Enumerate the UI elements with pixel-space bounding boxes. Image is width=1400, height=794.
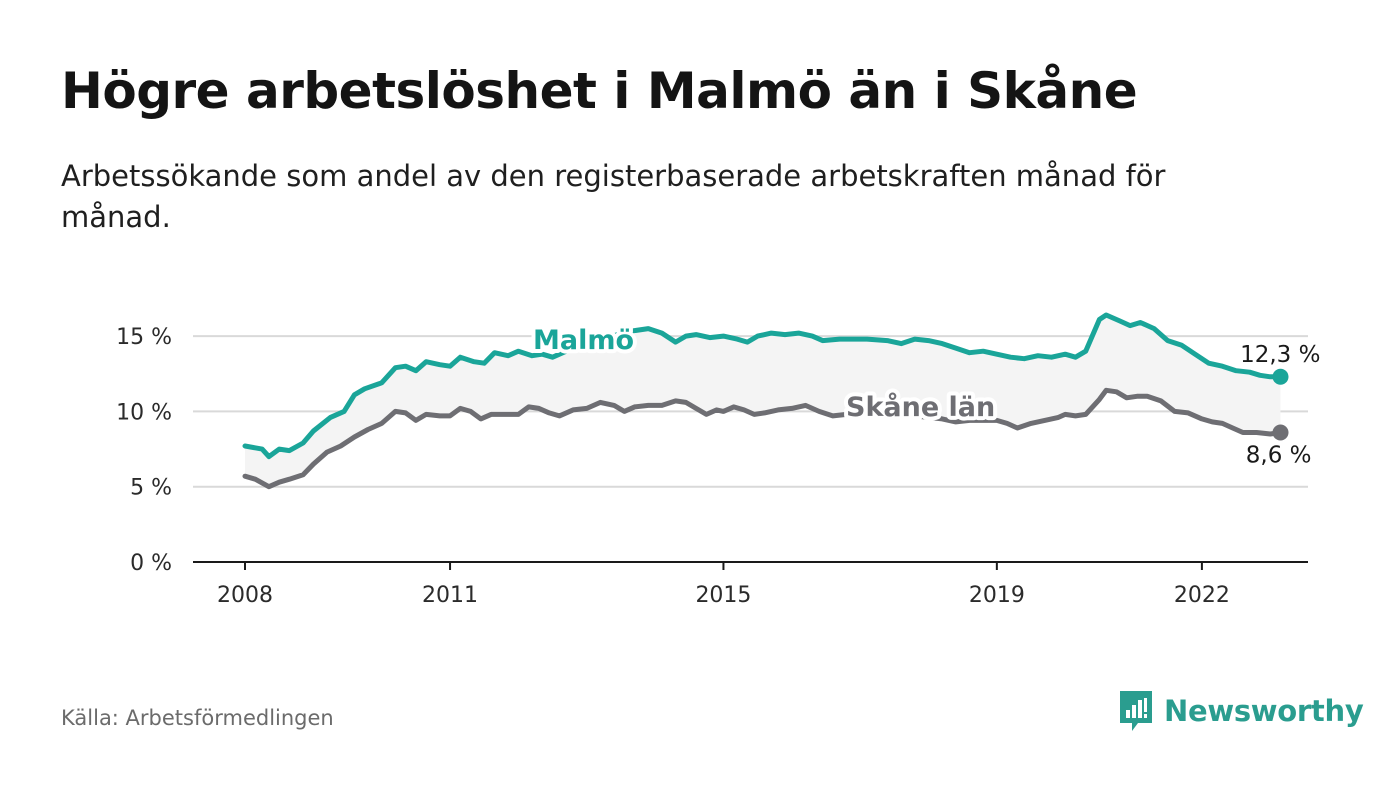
series-line-malmo bbox=[242, 312, 1283, 460]
axis-layer: 0 % 5 % 10 % 15 % 2008 2011 2015 2019 2022 bbox=[116, 325, 1308, 608]
end-value-skane: 8,6 % bbox=[1246, 442, 1312, 468]
y-tick-label: 15 % bbox=[116, 325, 172, 350]
x-tick-label: 2015 bbox=[695, 583, 751, 608]
band-layer bbox=[245, 315, 1281, 487]
x-tick-label: 2022 bbox=[1174, 583, 1230, 608]
series-layer bbox=[242, 312, 1289, 490]
series-line-skane bbox=[242, 387, 1283, 490]
chart-title: Högre arbetslöshet i Malmö än i Skåne bbox=[61, 62, 1138, 120]
end-marker-skane bbox=[1272, 424, 1289, 441]
line-chart: 0 % 5 % 10 % 15 % 2008 2011 2015 2019 2022 Malmö… bbox=[116, 312, 1321, 608]
newsworthy-logo-text: Newsworthy bbox=[1164, 694, 1364, 728]
y-tick-label: 0 % bbox=[130, 551, 172, 576]
label-layer: Malmö Skåne län 12,3 % 8,6 % bbox=[529, 321, 1321, 468]
end-value-malmo: 12,3 % bbox=[1240, 342, 1320, 368]
y-tick-label: 10 % bbox=[116, 400, 172, 425]
series-label-malmo: Malmö bbox=[533, 325, 634, 356]
x-tick-label: 2011 bbox=[422, 583, 478, 608]
gap-band bbox=[245, 315, 1281, 487]
end-marker-malmo bbox=[1272, 368, 1289, 385]
chart-subtitle: Arbetssökande som andel av den registerb… bbox=[61, 159, 1166, 234]
y-tick-label: 5 % bbox=[130, 476, 172, 501]
series-label-skane: Skåne län bbox=[846, 391, 995, 423]
x-tick-label: 2019 bbox=[969, 583, 1025, 608]
source-note: Källa: Arbetsförmedlingen bbox=[61, 706, 334, 730]
x-tick-label: 2008 bbox=[217, 583, 273, 608]
newsworthy-logo[interactable]: Newsworthy bbox=[1118, 689, 1364, 733]
newsworthy-logo-icon bbox=[1120, 691, 1152, 731]
